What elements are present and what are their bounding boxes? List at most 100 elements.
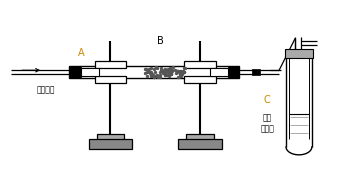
Point bbox=[154, 74, 160, 77]
Point bbox=[169, 68, 175, 71]
Point bbox=[152, 70, 158, 73]
Point bbox=[157, 75, 162, 78]
Point bbox=[167, 68, 173, 70]
Text: C: C bbox=[264, 95, 270, 105]
Point bbox=[148, 75, 154, 77]
Bar bbox=[184, 61, 216, 68]
Text: A: A bbox=[77, 47, 84, 57]
Point bbox=[159, 67, 164, 69]
Point bbox=[177, 73, 183, 75]
Point bbox=[179, 73, 184, 75]
Point bbox=[152, 75, 158, 78]
Bar bbox=[69, 66, 81, 78]
Bar bbox=[186, 134, 214, 142]
Point bbox=[177, 69, 182, 72]
Point bbox=[178, 75, 183, 78]
Point bbox=[155, 75, 161, 78]
Point bbox=[178, 70, 184, 73]
Point bbox=[146, 68, 151, 71]
Bar bbox=[89, 139, 132, 149]
Point bbox=[170, 66, 175, 69]
Point bbox=[154, 66, 160, 69]
Point bbox=[174, 70, 180, 73]
Point bbox=[181, 71, 187, 74]
Point bbox=[165, 68, 170, 71]
Point bbox=[166, 73, 172, 76]
Point bbox=[149, 74, 154, 77]
Point bbox=[166, 75, 171, 77]
Point bbox=[172, 68, 177, 71]
Text: B: B bbox=[157, 36, 163, 46]
Point bbox=[160, 70, 165, 73]
Bar bbox=[210, 68, 227, 76]
Point bbox=[154, 75, 160, 77]
Point bbox=[177, 72, 182, 75]
Bar bbox=[252, 69, 260, 75]
Point bbox=[152, 75, 158, 78]
Point bbox=[173, 71, 179, 74]
Bar bbox=[81, 68, 99, 76]
Point bbox=[163, 74, 168, 76]
Point bbox=[176, 71, 181, 74]
Point bbox=[168, 73, 173, 76]
Bar bbox=[97, 134, 124, 142]
Point bbox=[166, 72, 172, 74]
Bar bbox=[285, 49, 313, 58]
Point bbox=[177, 72, 183, 75]
Bar bbox=[184, 76, 216, 83]
Point bbox=[167, 66, 173, 69]
Point bbox=[182, 67, 187, 70]
Bar bbox=[94, 61, 127, 68]
Point bbox=[144, 75, 149, 77]
Point bbox=[168, 72, 173, 74]
Point bbox=[148, 66, 154, 69]
Point bbox=[175, 76, 180, 78]
Point bbox=[146, 70, 152, 73]
Point bbox=[145, 69, 150, 72]
Text: 通入气体: 通入气体 bbox=[37, 85, 55, 94]
Point bbox=[180, 69, 186, 72]
Point bbox=[150, 75, 155, 78]
Point bbox=[153, 75, 159, 77]
Point bbox=[182, 66, 188, 69]
Point bbox=[167, 69, 173, 72]
Bar bbox=[94, 76, 127, 83]
Point bbox=[163, 68, 168, 70]
Point bbox=[160, 71, 166, 74]
Point bbox=[175, 70, 181, 73]
Point bbox=[163, 69, 168, 72]
Bar bbox=[178, 139, 222, 149]
Point bbox=[151, 75, 157, 78]
Point bbox=[149, 72, 154, 75]
Point bbox=[161, 72, 166, 75]
Point bbox=[150, 73, 156, 76]
Point bbox=[153, 66, 159, 69]
Point bbox=[151, 68, 157, 70]
Text: 石灰水: 石灰水 bbox=[260, 125, 274, 134]
Point bbox=[158, 69, 163, 71]
Point bbox=[148, 72, 153, 75]
Point bbox=[163, 71, 168, 74]
Bar bbox=[69, 66, 239, 78]
Point bbox=[176, 76, 181, 78]
Point bbox=[169, 73, 174, 76]
Point bbox=[144, 71, 150, 74]
Point bbox=[143, 71, 148, 74]
Point bbox=[143, 67, 148, 70]
Bar bbox=[227, 66, 239, 78]
Point bbox=[151, 75, 157, 78]
Point bbox=[169, 70, 175, 73]
Point bbox=[167, 70, 172, 73]
Point bbox=[161, 68, 166, 71]
Text: 澄清: 澄清 bbox=[263, 113, 272, 122]
Point bbox=[158, 71, 163, 74]
Point bbox=[143, 67, 148, 70]
Point bbox=[148, 70, 154, 73]
Point bbox=[163, 69, 168, 72]
Point bbox=[175, 70, 180, 72]
Point bbox=[162, 74, 168, 76]
Point bbox=[174, 70, 179, 72]
Point bbox=[181, 71, 186, 74]
Point bbox=[164, 73, 170, 76]
Point bbox=[164, 69, 169, 72]
